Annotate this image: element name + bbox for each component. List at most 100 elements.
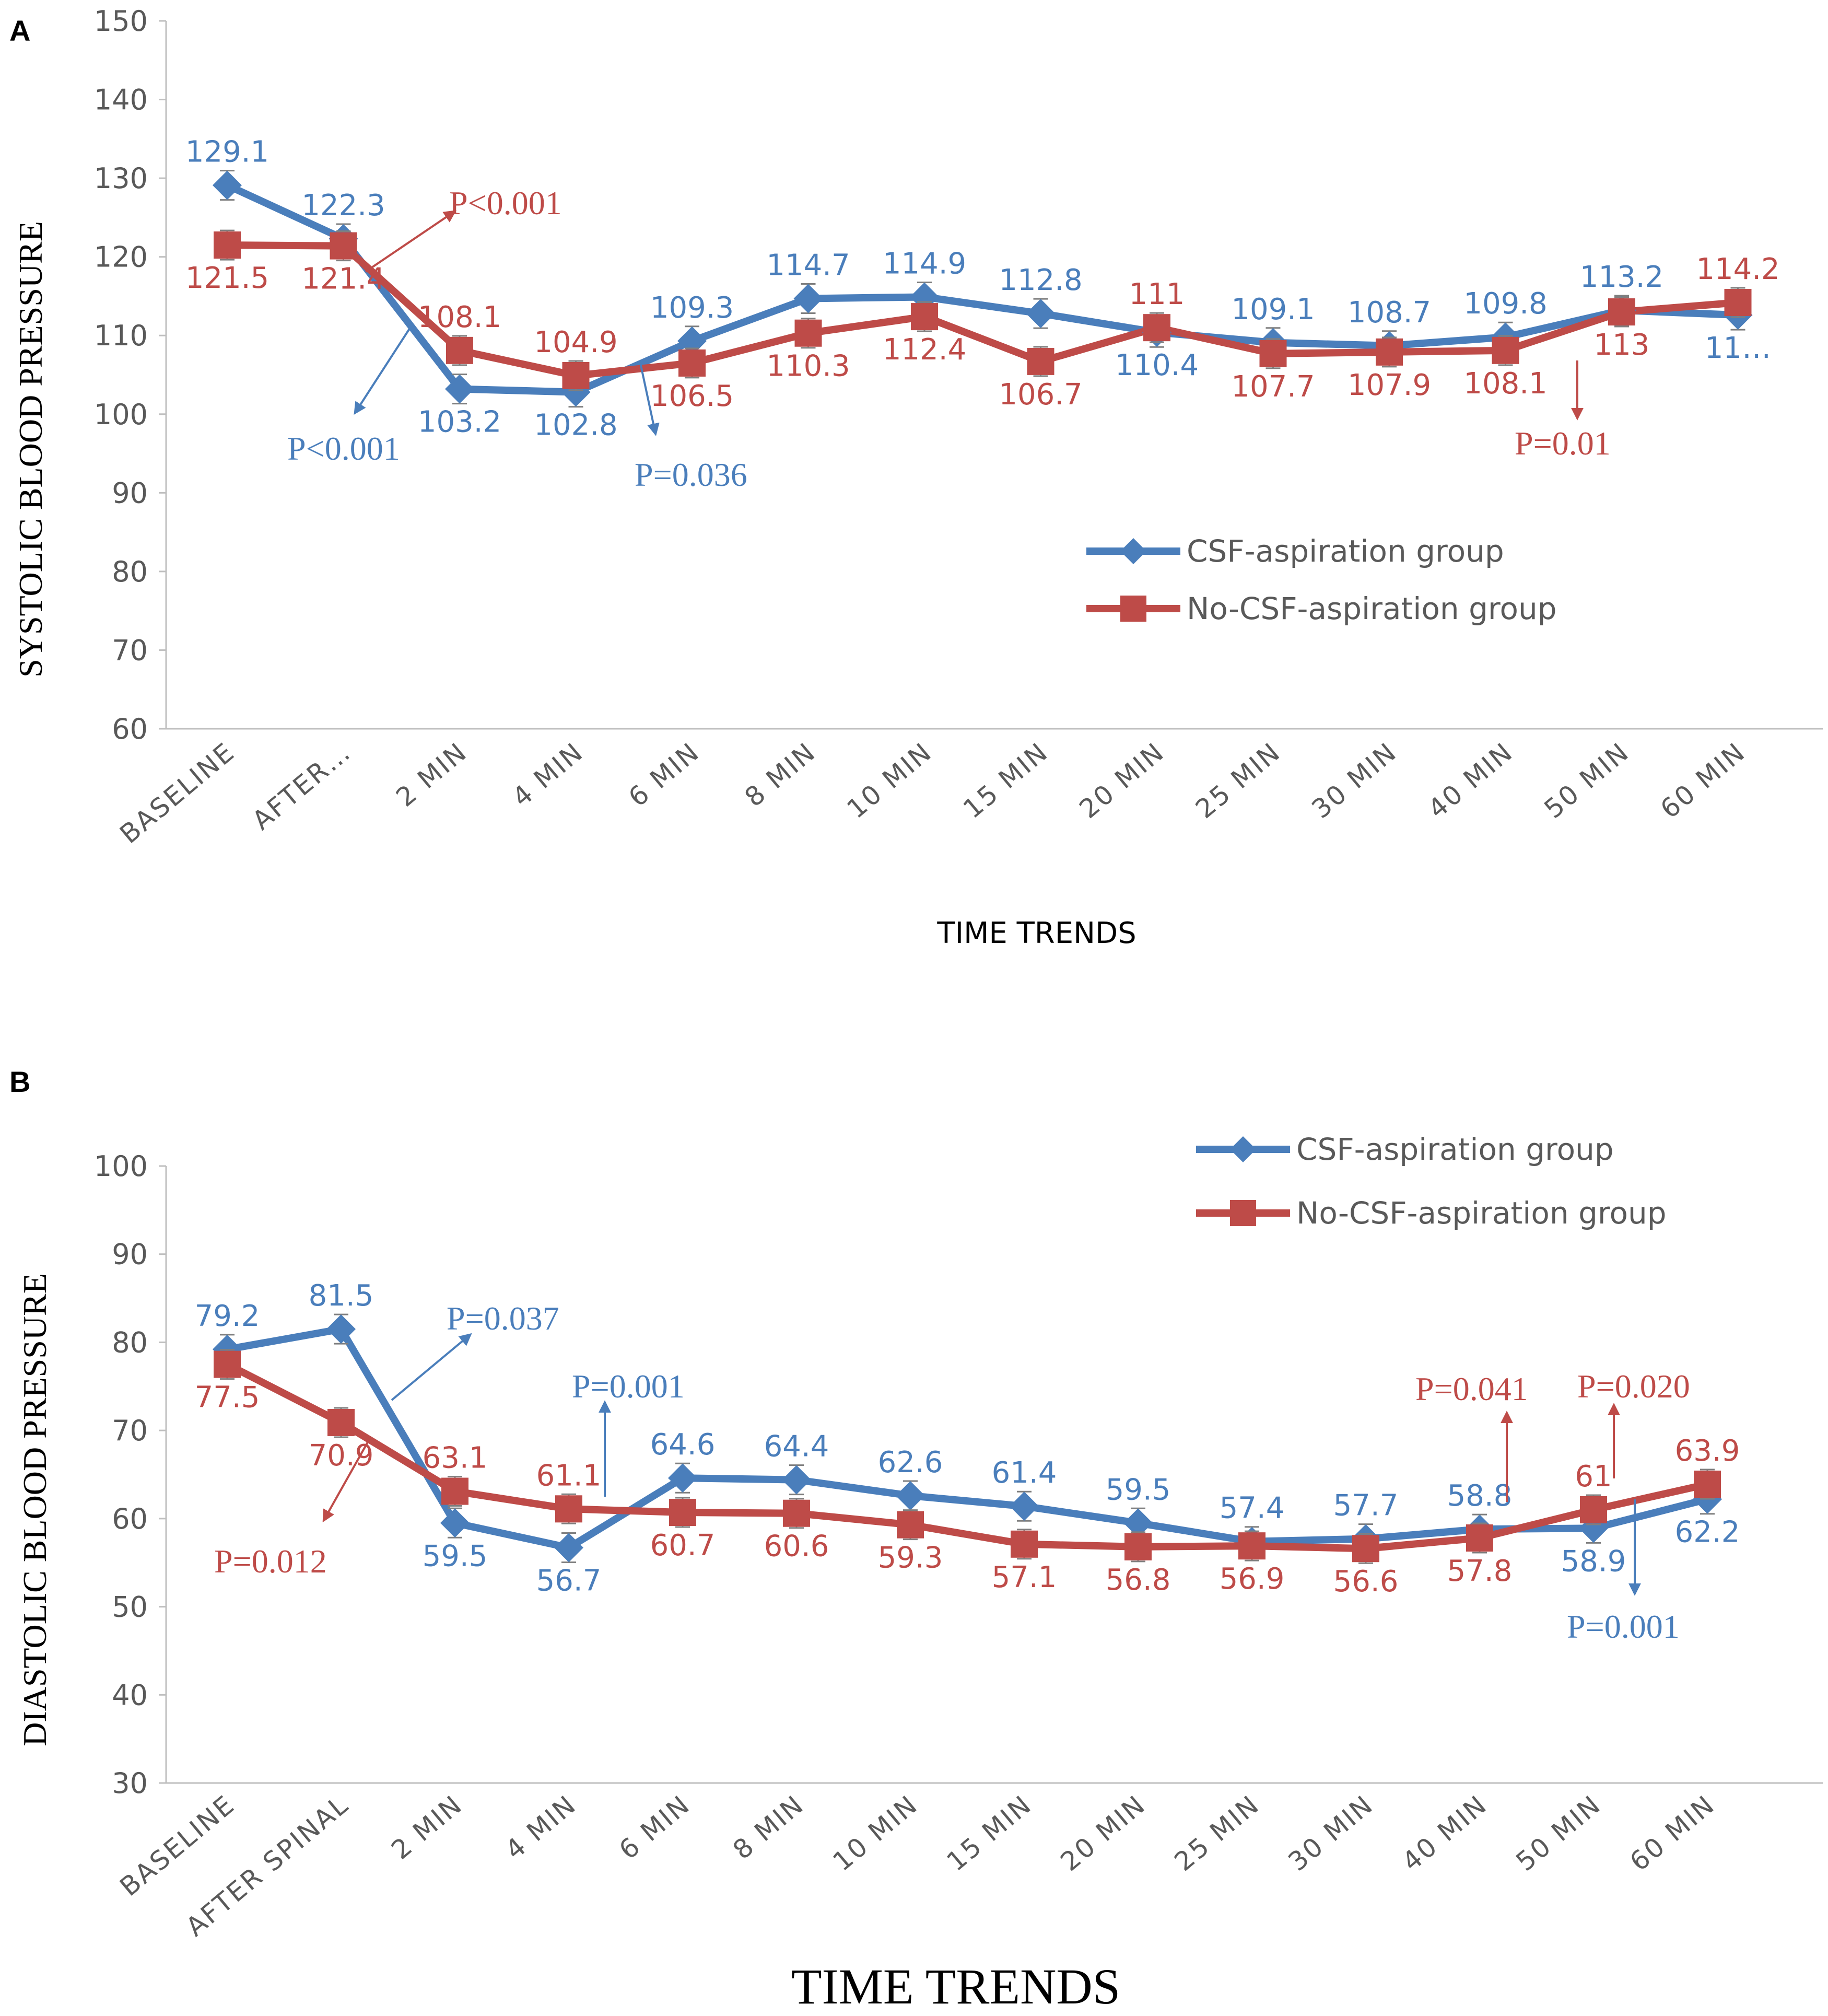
data-label-csf: 79.2 — [195, 1299, 260, 1333]
y-tick-label: 80 — [112, 555, 148, 588]
y-tick-label: 150 — [94, 5, 148, 38]
data-label-csf: 62.6 — [878, 1446, 943, 1479]
chart-panel-b: B DIASTOLIC BLOOD PRESSURE TIME TRENDS 3… — [9, 1065, 1823, 2014]
data-point-nocsf — [669, 1499, 696, 1526]
p-arrow-a2 — [354, 323, 414, 415]
data-label-csf: 109.3 — [650, 291, 734, 325]
y-tick-label: 140 — [94, 84, 148, 116]
x-tick-label: 15 MIN — [941, 1789, 1038, 1877]
x-tick-label: 25 MIN — [1190, 737, 1286, 824]
data-label-csf: 57.4 — [1220, 1491, 1285, 1525]
legend-csf-diamond-icon — [1120, 538, 1146, 564]
p-annotations-b: P=0.037 P=0.012 P=0.001 P=0.041 P=0.020 … — [214, 1300, 1690, 1645]
series-lines-a — [226, 182, 1739, 396]
x-tick-label: 50 MIN — [1510, 1789, 1607, 1877]
data-label-csf: 62.2 — [1675, 1516, 1740, 1549]
p-arrow-a1 — [365, 210, 456, 273]
y-tick-label: 70 — [112, 634, 148, 667]
y-tick-label: 100 — [94, 1150, 148, 1183]
data-point-nocsf — [911, 303, 938, 331]
data-label-csf: 109.8 — [1463, 287, 1547, 321]
x-axis-label-b: TIME TRENDS — [791, 1959, 1120, 2014]
x-tick-label: 2 MIN — [390, 737, 473, 813]
x-tick-label: 8 MIN — [727, 1789, 810, 1866]
p-value-b1: P=0.037 — [447, 1300, 559, 1337]
data-point-nocsf — [327, 1408, 355, 1436]
x-tick-label: 10 MIN — [827, 1789, 924, 1877]
p-value-a4: P=0.01 — [1515, 425, 1611, 462]
data-point-nocsf — [1259, 340, 1287, 367]
x-tick-label: 6 MIN — [613, 1789, 696, 1866]
data-label-nocsf: 113 — [1594, 328, 1650, 362]
data-label-csf: 122.3 — [301, 189, 385, 223]
data-point-nocsf — [1027, 347, 1054, 375]
y-axis-label-a: SYSTOLIC BLOOD PRESSURE — [12, 221, 49, 678]
data-point-nocsf — [1466, 1524, 1493, 1552]
data-label-nocsf: 60.7 — [650, 1529, 716, 1563]
series-line-nocsf — [225, 1361, 1708, 1553]
p-value-b6: P=0.001 — [1567, 1608, 1680, 1645]
data-label-nocsf: 63.9 — [1675, 1434, 1740, 1468]
data-label-csf: 113.2 — [1580, 260, 1663, 294]
data-label-nocsf: 114.2 — [1696, 252, 1779, 286]
panel-letter-b: B — [9, 1065, 30, 1098]
chart-panel-a: A SYSTOLIC BLOOD PRESSURE TIME TRENDS 60… — [9, 5, 1823, 950]
legend-nocsf-square-icon — [1120, 596, 1146, 622]
data-label-csf: 81.5 — [309, 1279, 374, 1313]
data-point-nocsf — [1376, 338, 1403, 366]
x-axis-label-a: TIME TRENDS — [936, 916, 1136, 950]
data-point-csf — [326, 1314, 356, 1344]
data-label-nocsf: 57.1 — [992, 1560, 1057, 1594]
data-label-csf: 59.5 — [423, 1539, 488, 1573]
data-label-csf: 58.9 — [1561, 1544, 1626, 1578]
x-tick-label: AFTER… — [247, 737, 357, 836]
y-tick-label: 100 — [94, 398, 148, 431]
p-value-b4: P=0.041 — [1415, 1370, 1528, 1407]
data-label-nocsf: 61 — [1575, 1460, 1612, 1494]
data-point-nocsf — [1492, 336, 1519, 364]
data-point-nocsf — [1143, 314, 1170, 342]
y-tick-label: 120 — [94, 241, 148, 274]
x-tick-label: 40 MIN — [1397, 1789, 1493, 1877]
data-point-nocsf — [1352, 1535, 1379, 1563]
legend-nocsf-square-icon-b — [1230, 1200, 1256, 1226]
x-tick-label: 50 MIN — [1539, 737, 1635, 824]
data-point-nocsf — [214, 1350, 241, 1378]
legend-a: CSF-aspiration group No-CSF-aspiration g… — [1086, 533, 1557, 626]
data-label-nocsf: 106.7 — [999, 378, 1082, 412]
x-tick-label: 30 MIN — [1283, 1789, 1379, 1877]
data-label-csf: 64.4 — [764, 1430, 829, 1464]
x-tick-label: 8 MIN — [739, 737, 822, 813]
data-point-csf — [793, 284, 823, 313]
data-point-csf — [1026, 299, 1056, 329]
y-tick-label: 70 — [112, 1414, 148, 1447]
data-label-csf: 11… — [1705, 331, 1771, 365]
y-tick-label: 90 — [112, 476, 148, 509]
y-tick-label: 30 — [112, 1767, 148, 1800]
data-point-nocsf — [897, 1511, 924, 1539]
p-value-a1: P<0.001 — [449, 184, 562, 222]
data-label-nocsf: 56.9 — [1220, 1562, 1285, 1596]
data-label-nocsf: 107.9 — [1347, 368, 1431, 402]
y-tick-label: 60 — [112, 713, 148, 745]
data-point-csf — [440, 1508, 470, 1538]
data-label-nocsf: 104.9 — [534, 325, 617, 359]
x-tick-label: 10 MIN — [841, 737, 938, 824]
panel-letter-a: A — [9, 14, 30, 47]
y-tick-label: 130 — [94, 162, 148, 195]
data-point-csf — [1123, 1508, 1153, 1538]
data-label-csf: 64.6 — [650, 1428, 716, 1462]
y-axis-label-b: DIASTOLIC BLOOD PRESSURE — [16, 1273, 53, 1746]
data-point-nocsf — [441, 1477, 468, 1505]
x-tick-label: 4 MIN — [507, 737, 589, 813]
y-tick-label: 60 — [112, 1502, 148, 1535]
legend-csf-label-b: CSF-aspiration group — [1296, 1132, 1614, 1167]
data-point-nocsf — [1608, 298, 1635, 326]
y-tick-label: 90 — [112, 1238, 148, 1271]
data-point-csf — [445, 374, 474, 404]
series-line-nocsf — [227, 241, 1739, 380]
x-tick-label: 60 MIN — [1655, 737, 1751, 824]
x-tick-label: 2 MIN — [385, 1789, 468, 1866]
data-point-nocsf — [446, 336, 473, 364]
series-line-csf — [226, 1325, 1708, 1552]
